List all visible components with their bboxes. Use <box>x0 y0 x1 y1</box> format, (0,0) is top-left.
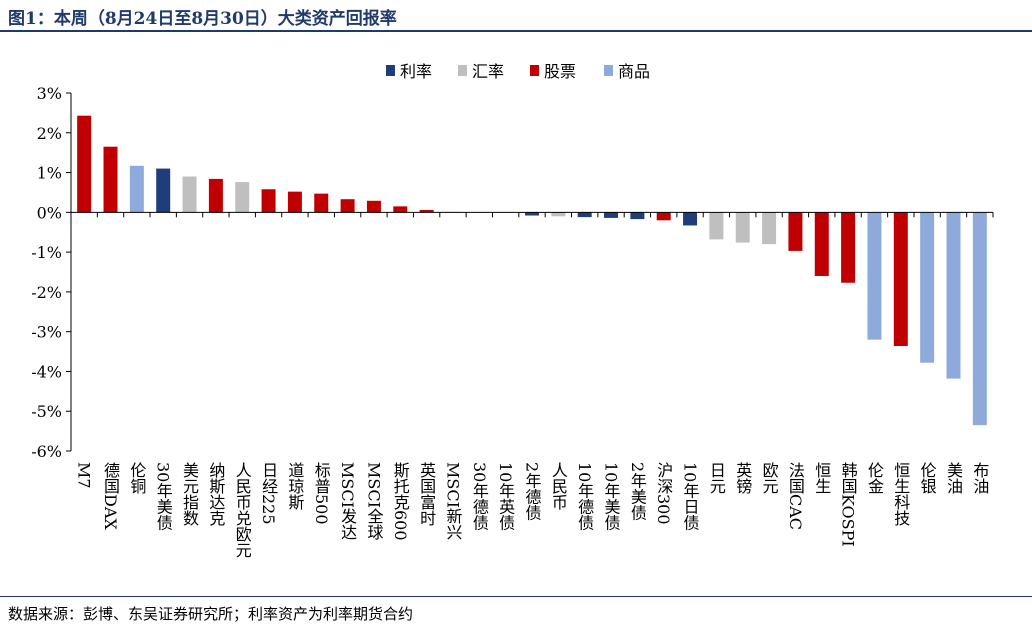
bar-10 <box>314 193 329 213</box>
bar-24 <box>683 212 698 226</box>
category-label-24: 10年日债 <box>681 462 700 530</box>
category-label-27: 欧元 <box>760 462 779 494</box>
category-label-32: 恒生科技 <box>891 462 910 527</box>
category-label-10: 标普500 <box>312 462 331 525</box>
category-label-30: 韩国KOSPI <box>839 462 858 547</box>
bar-6 <box>208 178 223 213</box>
bar-18 <box>525 212 539 216</box>
x-axis <box>70 211 994 218</box>
category-label-16: 30年德债 <box>470 462 489 530</box>
source-note: 数据来源：彭博、东吴证券研究所；利率资产为利率期货合约 <box>8 605 414 623</box>
bar-4 <box>156 168 171 213</box>
legend-swatch-2 <box>458 65 467 76</box>
category-label-21: 10年美债 <box>602 462 621 530</box>
category-label-4: 30年美债 <box>154 462 173 530</box>
bar-1 <box>77 115 92 213</box>
category-label-33: 伦银 <box>918 462 937 494</box>
category-label-22: 2年美债 <box>628 462 647 520</box>
y-tick-label: -1% <box>31 243 62 262</box>
category-label-20: 10年德债 <box>575 462 594 530</box>
bar-12 <box>366 200 381 213</box>
bar-11 <box>340 199 355 213</box>
bar-22 <box>630 212 645 220</box>
category-label-5: 美元指数 <box>180 462 199 526</box>
category-label-14: 英国富时 <box>417 462 436 526</box>
chart-legend: 利率 汇率 股票 商品 <box>386 62 650 81</box>
category-label-13: 斯托克600 <box>391 462 410 541</box>
category-label-17: 10年英债 <box>496 462 515 530</box>
bar-series <box>77 115 987 426</box>
bar-chart: 利率 汇率 股票 商品 3% 2% 1% 0% -1% -2% -3% -4% -5% -6% M7 德国… <box>31 62 994 558</box>
category-label-35: 布油 <box>970 462 989 494</box>
bar-27 <box>762 212 777 245</box>
category-label-18: 2年德债 <box>523 462 542 520</box>
y-tick-label: 2% <box>37 124 62 143</box>
bar-13 <box>393 206 408 213</box>
category-label-29: 恒生 <box>812 462 831 494</box>
bar-20 <box>577 212 592 218</box>
legend-swatch-1 <box>386 65 395 76</box>
category-label-11: MSCI发达 <box>338 462 357 540</box>
y-tick-label: 3% <box>37 84 62 103</box>
y-tick-label: -2% <box>31 283 62 302</box>
category-label-26: 英镑 <box>733 462 752 495</box>
bar-9 <box>287 191 302 213</box>
legend-label-4: 商品 <box>618 62 650 81</box>
bar-25 <box>709 212 724 240</box>
y-tick-label: -6% <box>31 442 62 461</box>
bar-8 <box>261 189 276 213</box>
category-label-12: MSCI全球 <box>364 462 383 540</box>
category-labels: M7 德国DAX 伦铜 30年美债 美元指数 纳斯达克 人民币兑欧元 日经225 道琼斯 标普50… <box>75 462 990 558</box>
category-label-23: 沪深300 <box>654 462 673 525</box>
y-tick-label: 0% <box>37 203 62 222</box>
category-label-19: 人民币 <box>549 462 568 510</box>
category-label-8: 日经225 <box>259 462 278 525</box>
y-tick-label: -4% <box>31 362 62 381</box>
category-label-3: 伦铜 <box>127 462 146 495</box>
category-label-2: 德国DAX <box>101 462 120 530</box>
bar-29 <box>814 212 829 276</box>
bar-35 <box>972 212 987 426</box>
bar-28 <box>788 212 803 251</box>
footer-divider <box>0 596 1032 597</box>
category-label-15: MSCI新兴 <box>443 462 462 540</box>
bar-32 <box>893 212 908 346</box>
category-label-31: 伦金 <box>865 462 884 494</box>
legend-label-2: 汇率 <box>472 62 504 81</box>
bar-5 <box>182 176 197 213</box>
bar-31 <box>867 212 882 340</box>
legend-swatch-3 <box>530 65 539 76</box>
y-tick-label: -5% <box>31 402 62 421</box>
category-label-9: 道琼斯 <box>285 462 304 511</box>
bar-14 <box>419 209 434 213</box>
category-label-7: 人民币兑欧元 <box>233 462 252 558</box>
bar-3 <box>129 165 144 213</box>
bar-21 <box>604 212 619 218</box>
legend-label-1: 利率 <box>400 62 432 81</box>
y-tick-label: 1% <box>37 164 62 183</box>
category-label-28: 法国CAC <box>786 462 805 530</box>
category-label-6: 纳斯达克 <box>206 462 225 527</box>
legend-label-3: 股票 <box>544 62 576 81</box>
category-label-25: 日元 <box>707 462 726 494</box>
legend-swatch-4 <box>604 65 613 76</box>
y-axis: 3% 2% 1% 0% -1% -2% -3% -4% -5% -6% <box>31 84 72 461</box>
bar-30 <box>841 212 856 283</box>
bar-33 <box>920 212 935 363</box>
bar-2 <box>103 146 118 213</box>
category-label-1: M7 <box>75 462 94 489</box>
category-label-34: 美油 <box>944 462 963 494</box>
chart-title: 图1：本周（8月24日至8月30日）大类资产回报率 <box>8 9 397 29</box>
bar-23 <box>656 212 671 221</box>
bar-19 <box>551 212 566 217</box>
title-divider <box>0 30 1032 32</box>
y-tick-label: -3% <box>31 323 62 342</box>
bar-7 <box>235 182 250 213</box>
bar-26 <box>735 212 750 243</box>
bar-34 <box>946 212 961 379</box>
